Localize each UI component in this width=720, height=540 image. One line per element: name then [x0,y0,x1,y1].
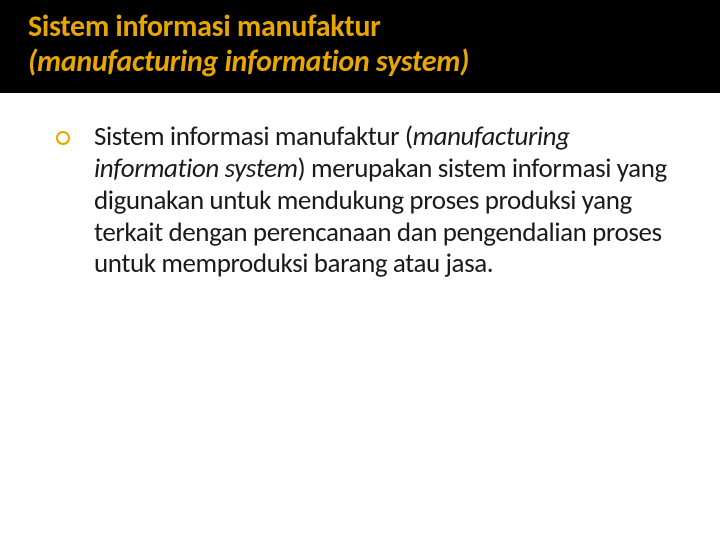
bullet-circle-icon [56,131,70,145]
slide: Sistem informasi manufaktur (manufacturi… [0,0,720,540]
bullet-text: Sistem informasi manufaktur (manufacturi… [94,121,668,280]
title-line-1: Sistem informasi manufaktur [28,8,381,45]
slide-title: Sistem informasi manufaktur (manufacturi… [28,10,692,79]
title-line-2: (manufacturing information system) [28,43,469,80]
bullet-item: Sistem informasi manufaktur (manufacturi… [52,121,668,280]
slide-header: Sistem informasi manufaktur (manufacturi… [0,0,720,93]
body-part-1: Sistem informasi manufaktur ( [94,120,413,153]
slide-content: Sistem informasi manufaktur (manufacturi… [0,93,720,280]
